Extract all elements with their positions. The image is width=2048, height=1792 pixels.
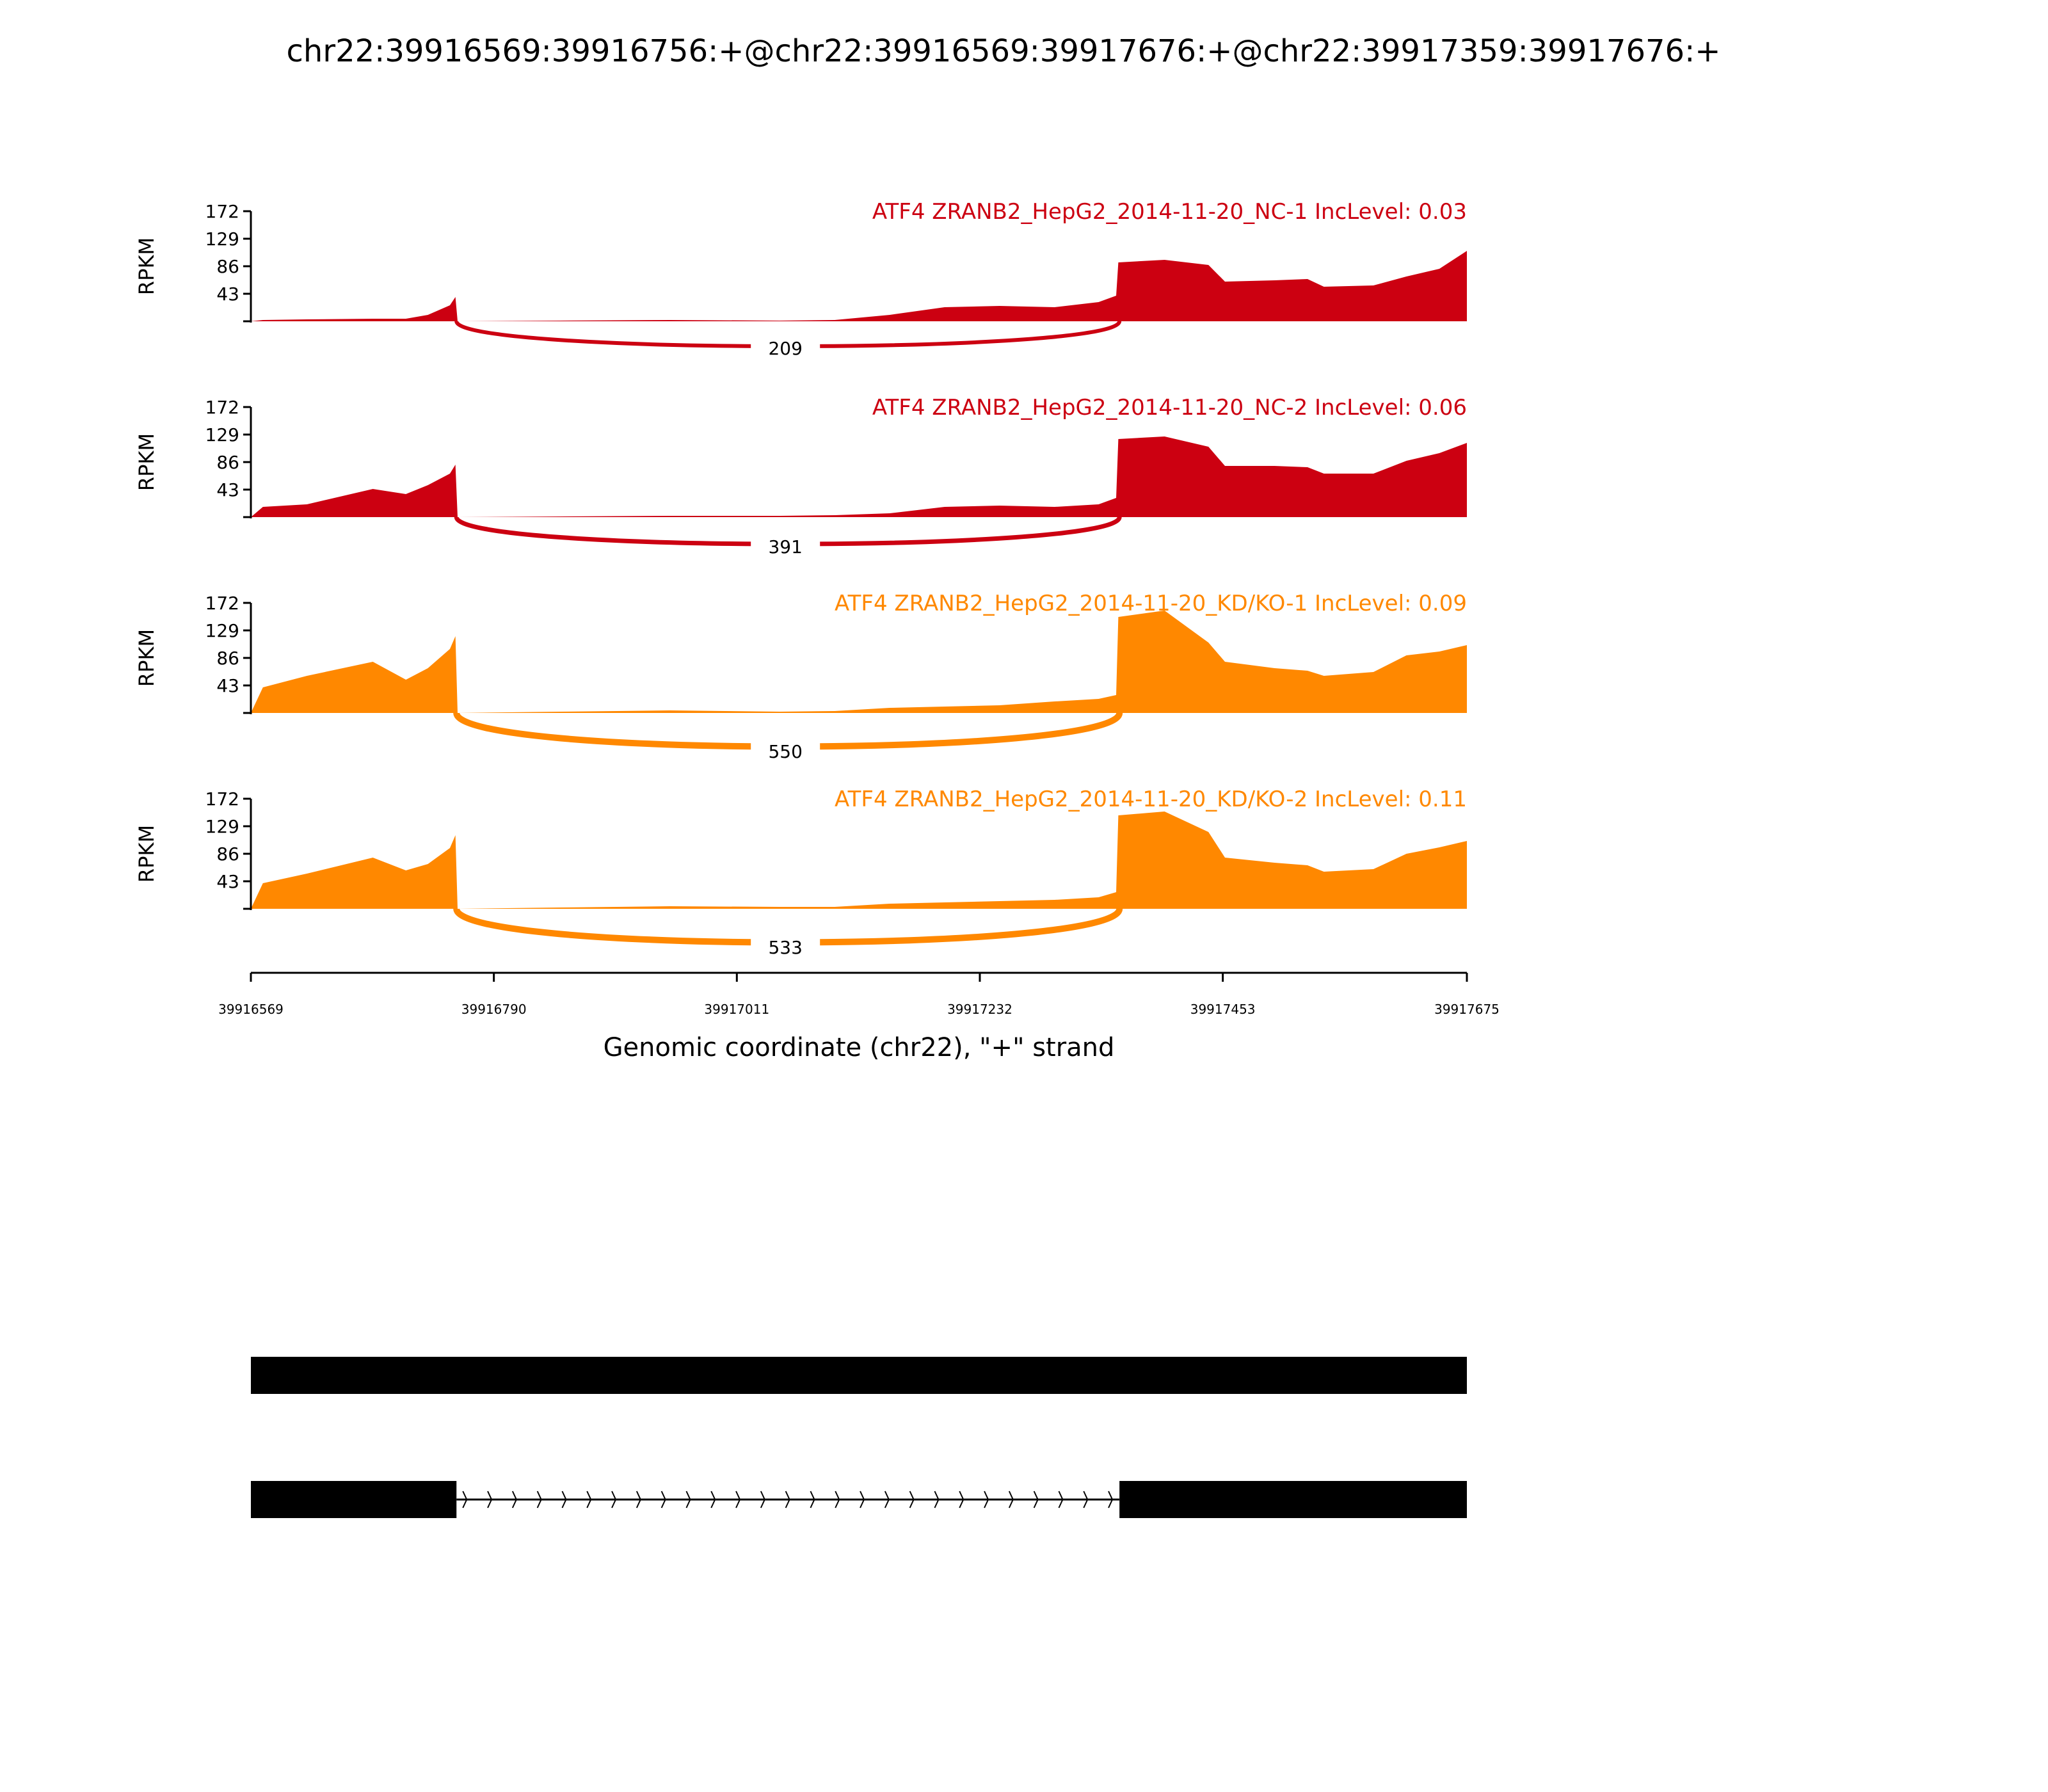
transcript-model bbox=[251, 1357, 1467, 1394]
strand-chevron-icon bbox=[462, 1491, 468, 1508]
gene-models bbox=[251, 1357, 1467, 1518]
x-tick-label: 39917011 bbox=[704, 1002, 769, 1017]
y-axis-label: RPKM bbox=[134, 825, 159, 883]
strand-chevron-icon bbox=[611, 1491, 617, 1508]
strand-chevron-icon bbox=[984, 1491, 989, 1508]
strand-chevron-icon bbox=[636, 1491, 641, 1508]
strand-chevron-icon bbox=[909, 1491, 915, 1508]
y-tick-label: 172 bbox=[205, 397, 239, 418]
sample-label: ATF4 ZRANB2_HepG2_2014-11-20_NC-1 IncLev… bbox=[872, 199, 1467, 225]
x-tick-label: 39917675 bbox=[1434, 1002, 1500, 1017]
coverage-panel: 43 86 129 172 RPKM ATF4 ZRANB2_HepG2_2014-11-… bbox=[134, 591, 1467, 764]
strand-chevron-icon bbox=[561, 1491, 567, 1508]
sample-label: ATF4 ZRANB2_HepG2_2014-11-20_NC-2 IncLev… bbox=[872, 395, 1467, 420]
y-tick-label: 43 bbox=[216, 284, 239, 305]
y-tick-label: 129 bbox=[205, 816, 239, 837]
strand-chevron-icon bbox=[959, 1491, 964, 1508]
strand-chevron-icon bbox=[934, 1491, 940, 1508]
junction-count: 209 bbox=[768, 338, 802, 359]
y-tick-label: 86 bbox=[216, 648, 239, 669]
coverage-area bbox=[251, 436, 1467, 517]
strand-chevron-icon bbox=[785, 1491, 790, 1508]
strand-chevron-icon bbox=[1083, 1491, 1089, 1508]
coverage-panel: 43 86 129 172 RPKM ATF4 ZRANB2_HepG2_2014-11-… bbox=[134, 787, 1467, 960]
junction-count: 550 bbox=[768, 741, 802, 762]
junction-count: 533 bbox=[768, 937, 802, 958]
strand-chevron-icon bbox=[586, 1491, 592, 1508]
x-axis-label: Genomic coordinate (chr22), "+" strand bbox=[604, 1033, 1115, 1062]
strand-chevron-icon bbox=[810, 1491, 815, 1508]
junction-label-bg bbox=[751, 534, 820, 559]
strand-chevron-icon bbox=[511, 1491, 517, 1508]
y-tick-label: 43 bbox=[216, 479, 239, 500]
junction-count: 391 bbox=[768, 536, 802, 557]
junction-label-bg bbox=[751, 739, 820, 764]
y-tick-label: 43 bbox=[216, 871, 239, 892]
strand-chevron-icon bbox=[884, 1491, 890, 1508]
strand-chevron-icon bbox=[1033, 1491, 1039, 1508]
coverage-area bbox=[251, 611, 1467, 713]
y-axis-label: RPKM bbox=[134, 237, 159, 295]
strand-chevron-icon bbox=[860, 1491, 865, 1508]
y-tick-label: 86 bbox=[216, 256, 239, 277]
strand-chevron-icon bbox=[760, 1491, 765, 1508]
strand-chevron-icon bbox=[685, 1491, 691, 1508]
coverage-panel: 43 86 129 172 RPKM ATF4 ZRANB2_HepG2_2014-11-… bbox=[134, 199, 1467, 361]
strand-chevron-icon bbox=[835, 1491, 840, 1508]
x-tick-label: 39916790 bbox=[461, 1002, 527, 1017]
sample-label: ATF4 ZRANB2_HepG2_2014-11-20_KD/KO-2 Inc… bbox=[835, 787, 1467, 812]
y-tick-label: 172 bbox=[205, 201, 239, 222]
junction-label-bg bbox=[751, 934, 820, 960]
strand-chevron-icon bbox=[1108, 1491, 1114, 1508]
exon-block bbox=[251, 1481, 457, 1518]
transcript-model bbox=[251, 1481, 1467, 1518]
x-tick-label: 39916569 bbox=[218, 1002, 284, 1017]
strand-chevron-icon bbox=[735, 1491, 741, 1508]
y-tick-label: 172 bbox=[205, 788, 239, 810]
x-tick-label: 39917453 bbox=[1190, 1002, 1256, 1017]
strand-chevron-icon bbox=[660, 1491, 666, 1508]
y-axis-label: RPKM bbox=[134, 629, 159, 687]
chart-title: chr22:39916569:39916756:+@chr22:39916569… bbox=[287, 33, 1721, 69]
y-tick-label: 86 bbox=[216, 844, 239, 865]
strand-chevron-icon bbox=[487, 1491, 493, 1508]
coverage-panel: 43 86 129 172 RPKM ATF4 ZRANB2_HepG2_2014-11-… bbox=[134, 395, 1467, 559]
strand-chevron-icon bbox=[1008, 1491, 1014, 1508]
junction-label-bg bbox=[751, 335, 820, 361]
sample-label: ATF4 ZRANB2_HepG2_2014-11-20_KD/KO-1 Inc… bbox=[835, 591, 1467, 616]
y-tick-label: 129 bbox=[205, 620, 239, 641]
y-tick-label: 86 bbox=[216, 452, 239, 473]
y-tick-label: 172 bbox=[205, 593, 239, 614]
y-tick-label: 129 bbox=[205, 228, 239, 250]
x-tick-label: 39917232 bbox=[947, 1002, 1012, 1017]
coverage-area bbox=[251, 812, 1467, 909]
coverage-area bbox=[251, 251, 1467, 321]
strand-chevron-icon bbox=[536, 1491, 542, 1508]
exon-block bbox=[251, 1357, 1467, 1394]
y-tick-label: 43 bbox=[216, 675, 239, 696]
y-axis-label: RPKM bbox=[134, 433, 159, 491]
x-axis: 39916569 39916790 39917011 39917232 39917453… bbox=[218, 972, 1500, 1017]
strand-chevron-icon bbox=[710, 1491, 716, 1508]
y-tick-label: 129 bbox=[205, 424, 239, 445]
exon-block bbox=[1119, 1481, 1467, 1518]
strand-chevron-icon bbox=[1058, 1491, 1064, 1508]
